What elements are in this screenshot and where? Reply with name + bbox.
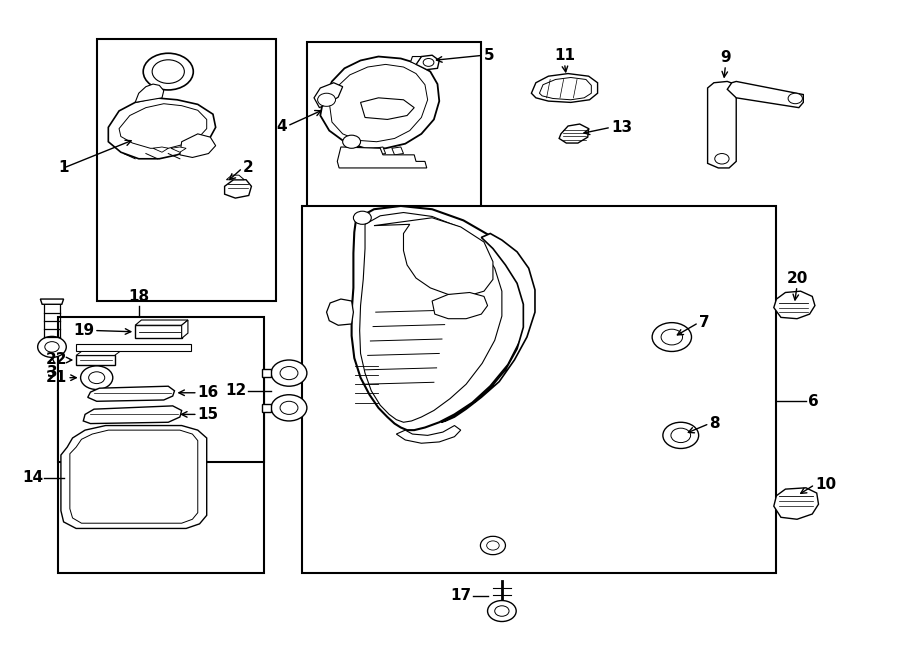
Polygon shape bbox=[182, 320, 188, 338]
Polygon shape bbox=[40, 299, 64, 304]
Text: 20: 20 bbox=[787, 271, 807, 286]
Polygon shape bbox=[531, 73, 598, 102]
Polygon shape bbox=[774, 292, 814, 319]
Text: 9: 9 bbox=[720, 50, 731, 65]
Polygon shape bbox=[108, 98, 216, 159]
Polygon shape bbox=[374, 217, 493, 296]
Circle shape bbox=[663, 422, 698, 448]
Polygon shape bbox=[352, 206, 528, 430]
Circle shape bbox=[354, 212, 372, 224]
Circle shape bbox=[652, 323, 691, 352]
Polygon shape bbox=[225, 180, 251, 198]
Circle shape bbox=[662, 329, 682, 345]
Polygon shape bbox=[774, 488, 818, 520]
Circle shape bbox=[271, 395, 307, 421]
Polygon shape bbox=[171, 147, 186, 152]
Polygon shape bbox=[262, 369, 271, 377]
Polygon shape bbox=[87, 386, 175, 401]
Circle shape bbox=[81, 366, 112, 389]
Polygon shape bbox=[416, 56, 439, 69]
Polygon shape bbox=[327, 299, 354, 325]
Text: 15: 15 bbox=[198, 407, 219, 422]
Circle shape bbox=[495, 605, 509, 616]
Polygon shape bbox=[70, 430, 198, 524]
Polygon shape bbox=[76, 356, 114, 365]
Polygon shape bbox=[396, 426, 461, 444]
Bar bbox=[58, 364, 264, 573]
Polygon shape bbox=[153, 147, 168, 152]
Circle shape bbox=[343, 136, 361, 148]
Polygon shape bbox=[432, 292, 488, 319]
Text: 22: 22 bbox=[46, 352, 68, 368]
Polygon shape bbox=[338, 147, 427, 168]
Polygon shape bbox=[727, 81, 804, 108]
Text: 3: 3 bbox=[47, 365, 58, 379]
Circle shape bbox=[670, 428, 690, 443]
Circle shape bbox=[487, 541, 500, 550]
Polygon shape bbox=[262, 404, 271, 412]
Circle shape bbox=[152, 59, 184, 83]
Text: 18: 18 bbox=[128, 290, 149, 304]
Text: 10: 10 bbox=[814, 477, 836, 492]
Circle shape bbox=[280, 401, 298, 414]
Polygon shape bbox=[392, 147, 403, 155]
Circle shape bbox=[318, 93, 336, 106]
Polygon shape bbox=[314, 83, 343, 108]
Polygon shape bbox=[227, 175, 244, 180]
Polygon shape bbox=[76, 352, 120, 356]
Text: 19: 19 bbox=[73, 323, 94, 338]
Text: 21: 21 bbox=[46, 370, 68, 385]
Circle shape bbox=[88, 371, 104, 383]
Text: 16: 16 bbox=[198, 385, 219, 401]
Text: 11: 11 bbox=[554, 48, 575, 63]
Circle shape bbox=[45, 342, 59, 352]
Bar bbox=[302, 206, 777, 573]
Polygon shape bbox=[119, 104, 207, 148]
Circle shape bbox=[481, 536, 506, 555]
Circle shape bbox=[715, 153, 729, 164]
Text: 12: 12 bbox=[225, 383, 246, 399]
Polygon shape bbox=[61, 426, 207, 528]
Text: 6: 6 bbox=[808, 394, 818, 408]
Polygon shape bbox=[180, 134, 216, 157]
Polygon shape bbox=[559, 124, 589, 143]
Text: 2: 2 bbox=[242, 161, 253, 175]
Polygon shape bbox=[539, 77, 591, 100]
Text: 5: 5 bbox=[484, 48, 495, 63]
Circle shape bbox=[280, 367, 298, 379]
Text: 1: 1 bbox=[58, 161, 68, 175]
Circle shape bbox=[38, 336, 67, 358]
Circle shape bbox=[788, 93, 803, 104]
Polygon shape bbox=[320, 57, 439, 148]
Polygon shape bbox=[410, 57, 421, 64]
Polygon shape bbox=[360, 213, 502, 422]
Circle shape bbox=[143, 54, 194, 90]
Polygon shape bbox=[361, 98, 414, 120]
Circle shape bbox=[423, 58, 434, 66]
Polygon shape bbox=[329, 64, 428, 141]
Polygon shape bbox=[76, 344, 191, 352]
Polygon shape bbox=[84, 406, 182, 424]
Bar bbox=[307, 42, 482, 245]
Text: 4: 4 bbox=[276, 118, 287, 134]
Circle shape bbox=[271, 360, 307, 386]
Polygon shape bbox=[441, 233, 535, 422]
Polygon shape bbox=[374, 147, 385, 155]
Polygon shape bbox=[135, 325, 182, 338]
Circle shape bbox=[488, 601, 517, 621]
Text: 13: 13 bbox=[611, 120, 632, 135]
Polygon shape bbox=[135, 84, 164, 102]
Polygon shape bbox=[707, 81, 736, 168]
Polygon shape bbox=[135, 320, 188, 325]
Bar bbox=[96, 39, 275, 301]
Text: 7: 7 bbox=[698, 315, 709, 330]
Text: 8: 8 bbox=[709, 416, 720, 431]
Bar bbox=[58, 317, 264, 461]
Text: 17: 17 bbox=[450, 588, 472, 603]
Text: 14: 14 bbox=[22, 471, 43, 485]
